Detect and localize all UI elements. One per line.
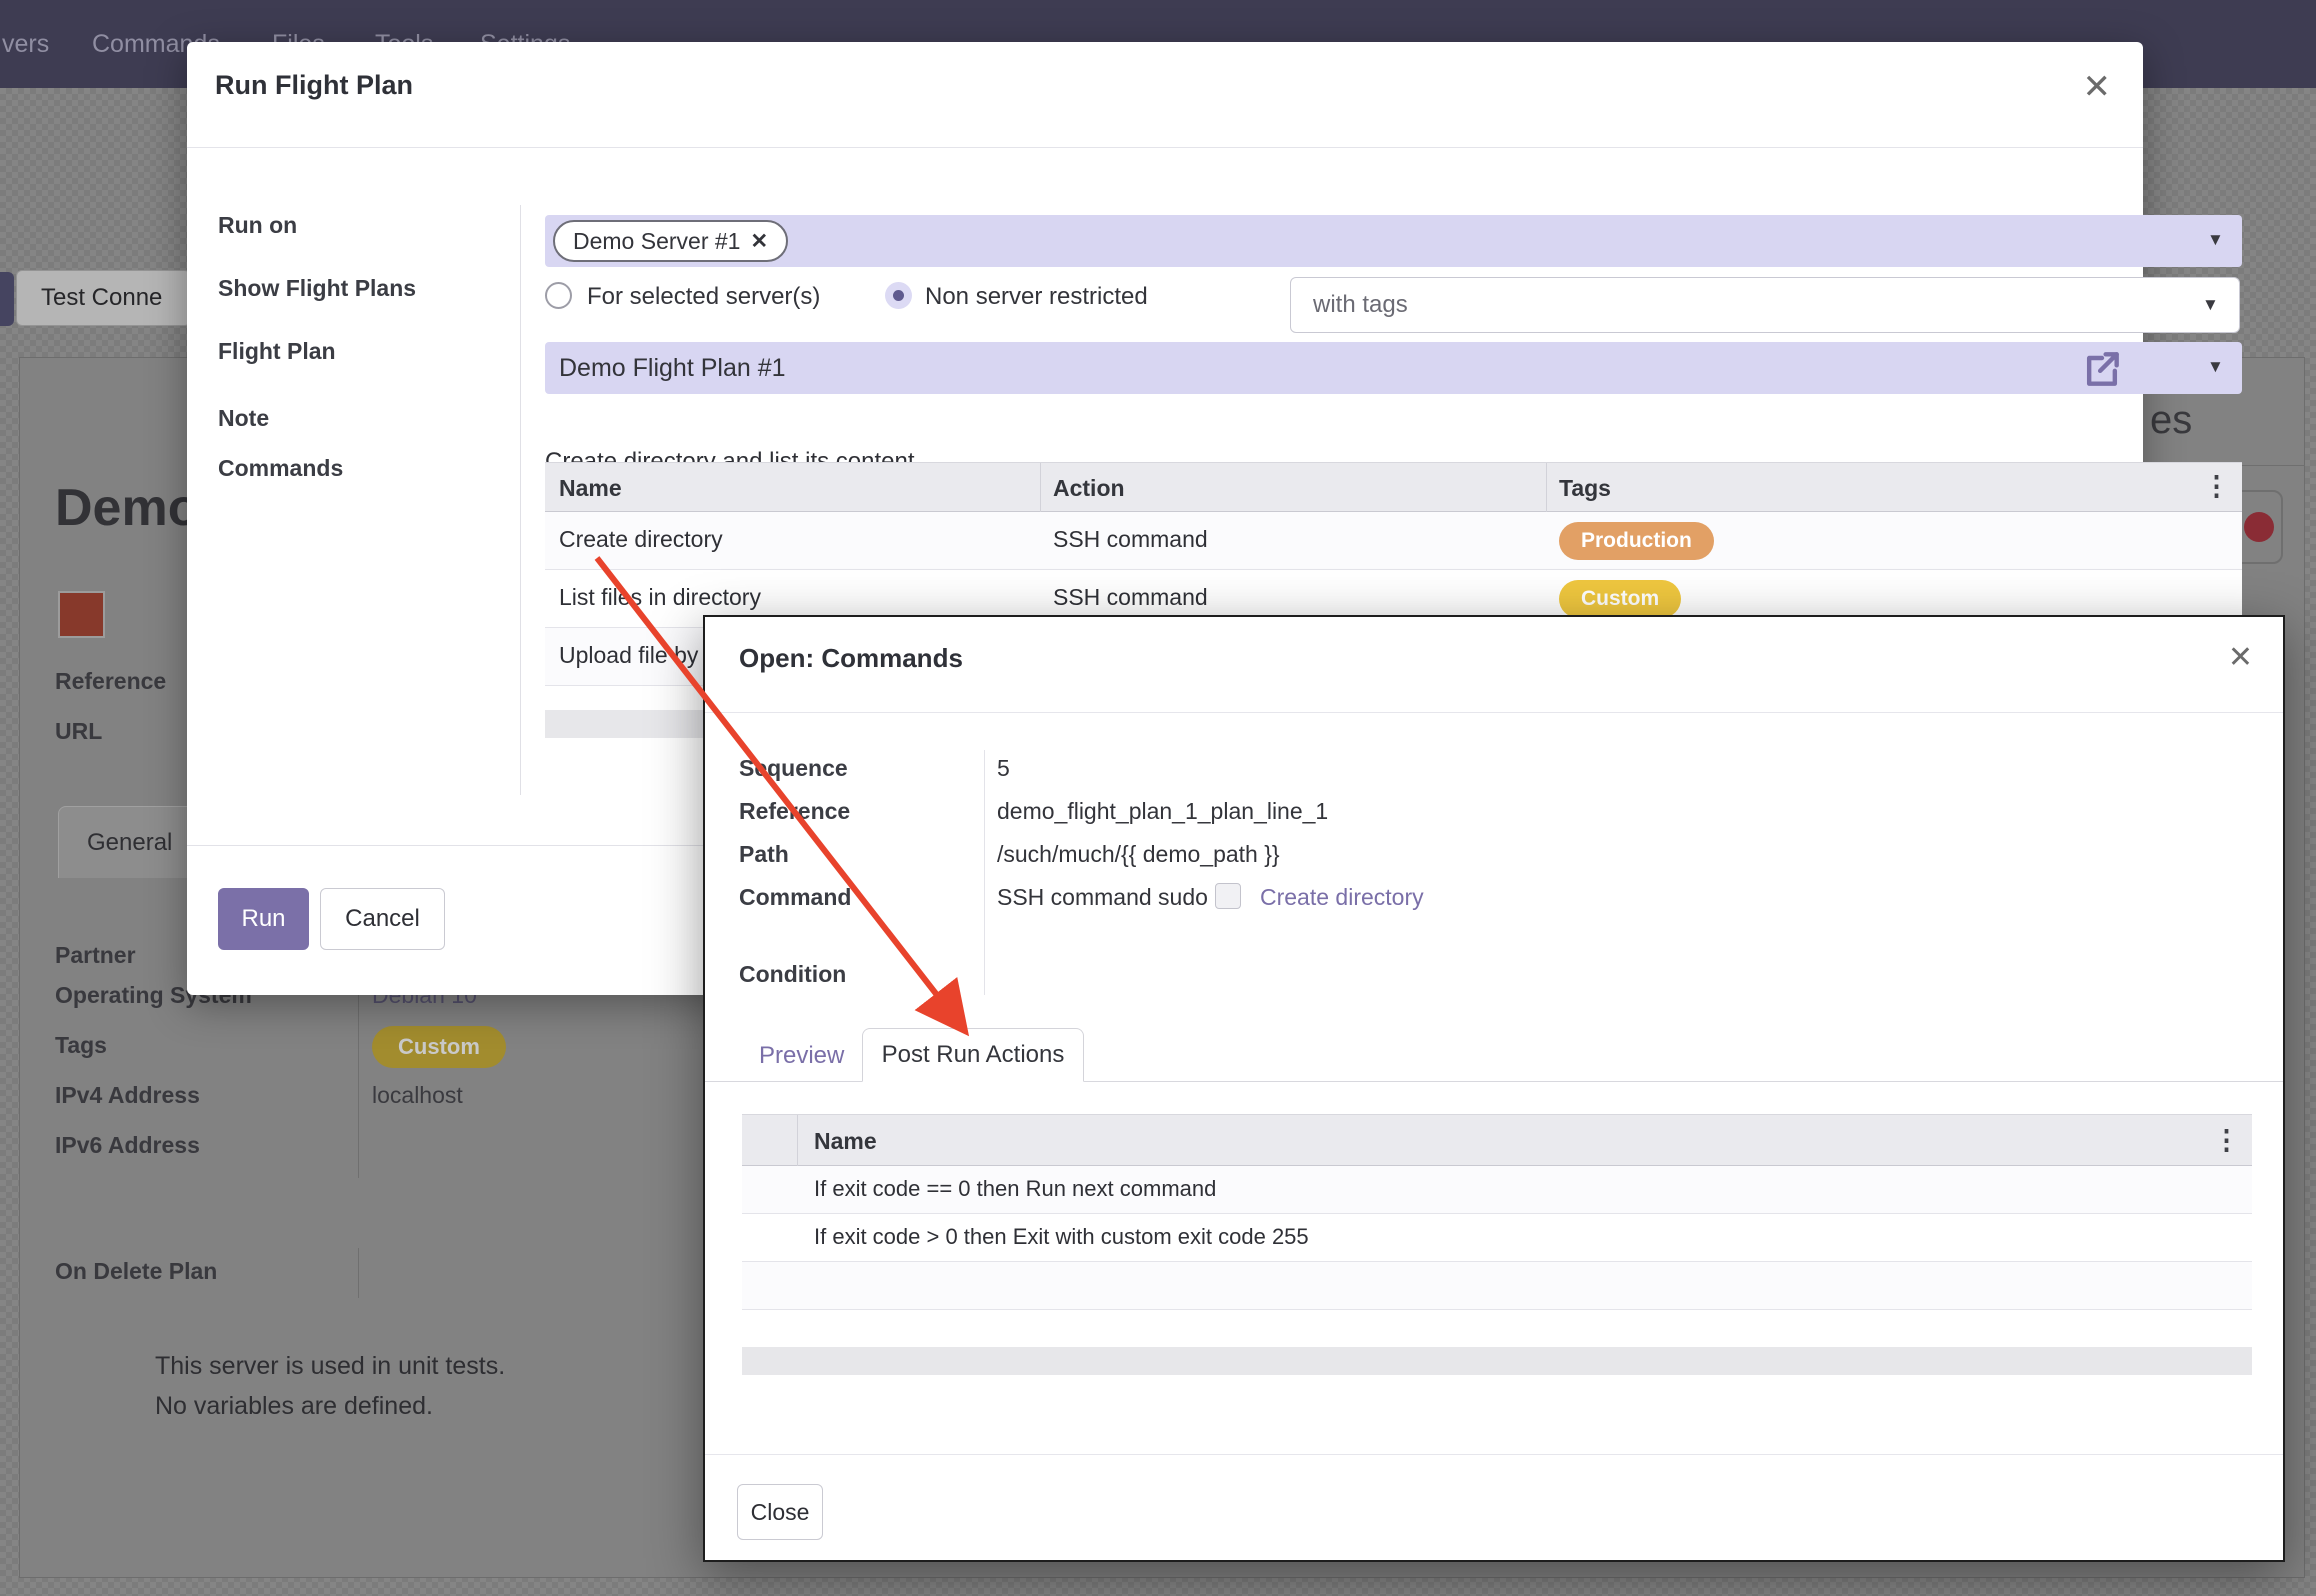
header-divider xyxy=(705,712,2283,713)
table-row-empty[interactable] xyxy=(742,1262,2252,1310)
partner-label: Partner xyxy=(55,942,136,968)
reference-label: Reference xyxy=(739,798,851,824)
cell-action: SSH command xyxy=(1053,584,1208,610)
cell-name: List files in directory xyxy=(559,584,761,610)
color-swatch[interactable] xyxy=(58,591,105,638)
radio-for-selected-servers[interactable] xyxy=(545,282,572,309)
table-options-icon[interactable]: ⋮ xyxy=(2203,471,2230,501)
ipv6-label: IPv6 Address xyxy=(55,1132,200,1158)
server-title: Demo xyxy=(55,479,200,537)
on-delete-plan-label: On Delete Plan xyxy=(55,1258,218,1284)
flight-plan-field[interactable]: Demo Flight Plan #1 xyxy=(545,342,2242,394)
post-run-action: If exit code > 0 then Exit with custom e… xyxy=(814,1224,1309,1249)
close-button[interactable]: Close xyxy=(737,1484,823,1540)
chevron-down-icon[interactable]: ▼ xyxy=(2207,357,2224,376)
field-separator xyxy=(358,938,359,1178)
close-icon[interactable]: ✕ xyxy=(2227,641,2253,674)
table-row[interactable]: Create directory SSH command Production xyxy=(545,512,2242,570)
table-row[interactable]: If exit code > 0 then Exit with custom e… xyxy=(742,1214,2252,1262)
table-options-icon[interactable]: ⋮ xyxy=(2213,1125,2240,1155)
tag-badge-custom: Custom xyxy=(1559,580,1682,618)
note-label: Note xyxy=(218,405,270,431)
sequence-label: Sequence xyxy=(739,755,848,781)
label-column-divider xyxy=(984,750,985,995)
ipv4-label: IPv4 Address xyxy=(55,1082,200,1108)
cell-name: Upload file by xyxy=(559,642,699,668)
tag-remove-icon[interactable]: ✕ xyxy=(750,229,769,253)
post-run-table-header: Name ⋮ xyxy=(742,1114,2252,1167)
cancel-button[interactable]: Cancel xyxy=(320,888,445,950)
url-label: URL xyxy=(55,718,103,744)
cell-name: Create directory xyxy=(559,526,723,552)
flight-plan-label: Flight Plan xyxy=(218,338,336,364)
reference-value: demo_flight_plan_1_plan_line_1 xyxy=(997,798,1329,824)
with-tags-select[interactable]: with tags xyxy=(1290,277,2240,333)
status-dot-icon xyxy=(2244,512,2275,542)
server-tag-label: Demo Server #1 xyxy=(573,227,741,254)
path-value: /such/much/{{ demo_path }} xyxy=(997,841,1280,867)
command-label: Command xyxy=(739,884,852,910)
tag-badge-production: Production xyxy=(1559,522,1714,560)
external-link-icon[interactable] xyxy=(2080,347,2124,391)
command-link[interactable]: Create directory xyxy=(1260,884,1424,910)
sudo-checkbox[interactable] xyxy=(1215,883,1241,909)
col-action: Action xyxy=(1053,475,1125,501)
test-connection-button[interactable]: Test Conne xyxy=(16,270,191,326)
cell-action: SSH command xyxy=(1053,526,1208,552)
run-button[interactable]: Run xyxy=(218,888,309,950)
radio-non-server-restricted-label[interactable]: Non server restricted xyxy=(925,283,1148,310)
tags-label: Tags xyxy=(55,1032,107,1058)
header-divider xyxy=(187,147,2143,148)
run-on-label: Run on xyxy=(218,212,298,238)
col-tags: Tags xyxy=(1559,475,1611,501)
show-flight-plans-label: Show Flight Plans xyxy=(218,275,417,301)
truncated-button[interactable] xyxy=(0,272,14,326)
radio-non-server-restricted[interactable] xyxy=(885,282,912,309)
tab-post-run-actions[interactable]: Post Run Actions xyxy=(862,1028,1084,1082)
label-column-divider xyxy=(520,205,521,795)
flight-plan-value: Demo Flight Plan #1 xyxy=(559,353,786,382)
ipv4-value: localhost xyxy=(372,1082,463,1108)
unit-test-note: This server is used in unit tests. xyxy=(155,1352,506,1380)
radio-for-selected-servers-label[interactable]: For selected server(s) xyxy=(587,283,821,310)
post-run-action: If exit code == 0 then Run next command xyxy=(814,1176,1217,1201)
nav-item-servers[interactable]: vers xyxy=(2,30,50,58)
col-name: Name xyxy=(559,475,622,501)
col-name: Name xyxy=(814,1128,877,1154)
commands-label: Commands xyxy=(218,455,344,481)
sequence-value: 5 xyxy=(997,755,1010,781)
tag-badge-custom-bg: Custom xyxy=(372,1026,506,1068)
open-commands-modal: Open: Commands ✕ Sequence 5 Reference de… xyxy=(703,615,2285,1562)
stat-button-fragment: es xyxy=(2150,398,2193,442)
server-tag[interactable]: Demo Server #1 ✕ xyxy=(553,220,789,262)
command-value: SSH command sudo xyxy=(997,884,1208,910)
close-icon[interactable]: ✕ xyxy=(2082,68,2112,106)
chevron-down-icon[interactable]: ▼ xyxy=(2207,230,2224,249)
condition-label: Condition xyxy=(739,961,847,987)
footer-divider xyxy=(705,1454,2283,1455)
tabs-divider xyxy=(705,1081,2283,1082)
tab-general[interactable]: General xyxy=(58,806,208,878)
run-on-field[interactable]: Demo Server #1 ✕ xyxy=(545,215,2242,267)
modal-title: Run Flight Plan xyxy=(215,70,413,100)
modal-title: Open: Commands xyxy=(739,643,963,673)
table-footer-strip xyxy=(742,1347,2252,1375)
path-label: Path xyxy=(739,841,789,867)
field-separator xyxy=(358,1248,359,1298)
chevron-down-icon[interactable]: ▼ xyxy=(2202,295,2219,314)
reference-label: Reference xyxy=(55,668,167,694)
variables-note: No variables are defined. xyxy=(155,1392,433,1420)
table-row[interactable]: If exit code == 0 then Run next command xyxy=(742,1166,2252,1214)
with-tags-value: with tags xyxy=(1313,291,1408,318)
tab-preview[interactable]: Preview xyxy=(759,1042,845,1069)
commands-table-header: Name Action Tags ⋮ xyxy=(545,462,2242,513)
